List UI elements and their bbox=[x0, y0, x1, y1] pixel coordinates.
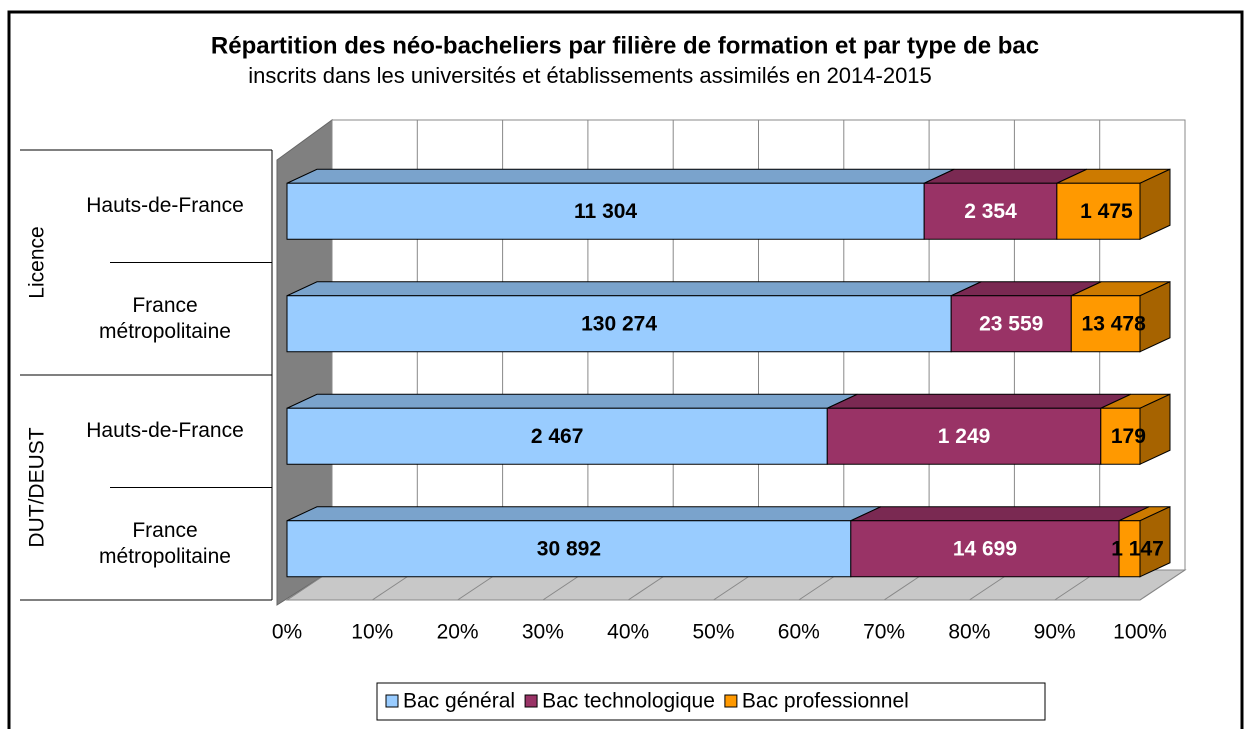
legend-swatch bbox=[724, 694, 738, 708]
legend-label: Bac professionnel bbox=[742, 690, 909, 713]
category-label: Hauts-de-France bbox=[86, 194, 244, 217]
x-tick-label: 70% bbox=[863, 621, 905, 644]
category-label: France métropolitaine bbox=[99, 518, 231, 567]
bar bbox=[826, 407, 1102, 465]
data-label: 179 bbox=[1111, 425, 1146, 448]
bar bbox=[923, 182, 1058, 240]
x-tick-label: 90% bbox=[1034, 621, 1076, 644]
legend-label: Bac général bbox=[403, 690, 515, 713]
bar-top bbox=[286, 393, 858, 409]
legend-swatch bbox=[524, 694, 538, 708]
bar bbox=[286, 520, 852, 578]
x-tick-label: 60% bbox=[778, 621, 820, 644]
data-label: 1 249 bbox=[938, 425, 991, 448]
floor-grid-line bbox=[1139, 569, 1186, 601]
bar-top bbox=[286, 506, 882, 522]
bar-top bbox=[286, 281, 982, 297]
legend-box bbox=[376, 682, 1046, 721]
category-label: France métropolitaine bbox=[99, 293, 231, 342]
bar bbox=[1100, 407, 1141, 465]
legend-label: Bac technologique bbox=[542, 690, 715, 713]
category-label-line: France bbox=[132, 293, 197, 316]
group-label: Licence bbox=[26, 226, 49, 298]
data-label: 2 354 bbox=[964, 200, 1017, 223]
x-tick-label: 10% bbox=[351, 621, 393, 644]
data-label: 13 478 bbox=[1082, 312, 1147, 335]
x-tick-label: 0% bbox=[272, 621, 302, 644]
x-tick-label: 80% bbox=[948, 621, 990, 644]
data-label: 11 304 bbox=[574, 200, 637, 223]
bar-top bbox=[850, 506, 1150, 522]
bar bbox=[286, 407, 828, 465]
category-label: Hauts-de-France bbox=[86, 419, 244, 442]
data-label: 2 467 bbox=[531, 425, 584, 448]
bar bbox=[1118, 520, 1141, 578]
x-tick-label: 40% bbox=[607, 621, 649, 644]
bar bbox=[286, 295, 952, 353]
bar bbox=[286, 182, 925, 240]
bar bbox=[1056, 182, 1141, 240]
category-label-line: métropolitaine bbox=[99, 544, 231, 567]
x-tick-label: 50% bbox=[692, 621, 734, 644]
data-label: 1 147 bbox=[1111, 537, 1164, 560]
bar-top bbox=[286, 168, 955, 184]
legend-swatch bbox=[385, 694, 399, 708]
bar-top bbox=[827, 393, 1132, 409]
bar bbox=[1070, 295, 1141, 353]
x-tick-label: 30% bbox=[522, 621, 564, 644]
data-label: 23 559 bbox=[979, 312, 1043, 335]
x-tick-label: 100% bbox=[1113, 621, 1167, 644]
data-label: 30 892 bbox=[537, 537, 601, 560]
category-label-line: France bbox=[132, 518, 197, 541]
group-label: DUT/DEUST bbox=[26, 427, 49, 547]
bar bbox=[850, 520, 1120, 578]
chart-subtitle: inscrits dans les universités et établis… bbox=[248, 63, 932, 88]
chart-title: Répartition des néo-bacheliers par filiè… bbox=[211, 32, 1039, 59]
bar bbox=[950, 295, 1072, 353]
data-label: 1 475 bbox=[1080, 200, 1133, 223]
x-tick-label: 20% bbox=[437, 621, 479, 644]
data-label: 130 274 bbox=[581, 312, 657, 335]
category-label-line: métropolitaine bbox=[99, 319, 231, 342]
data-label: 14 699 bbox=[953, 537, 1017, 560]
